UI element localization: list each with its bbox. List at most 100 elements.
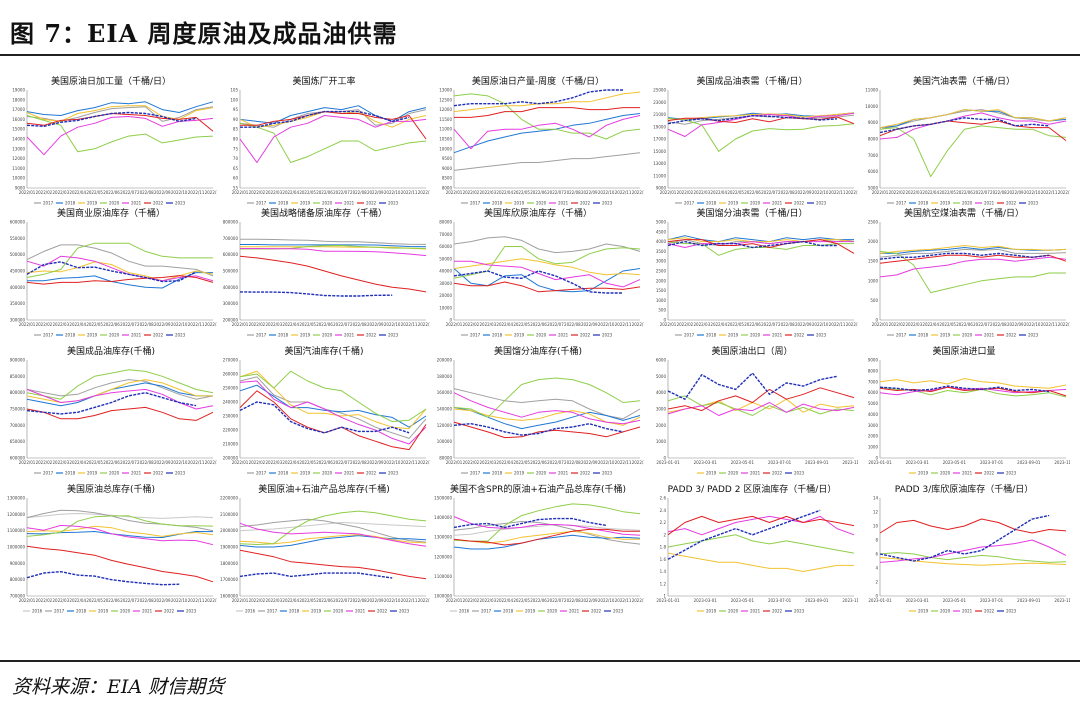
y-tick-label: 1500	[868, 259, 879, 264]
x-tick-label: 2022/01	[660, 190, 677, 195]
x-tick-label: 2022/03	[266, 460, 283, 465]
legend-label: 2020	[333, 609, 344, 614]
chart-panel-p3: 美国原油日产量-周度（千桶/日） 8000 8500 9000 9500 10000 105…	[432, 74, 644, 210]
x-tick-label: 2022/01	[660, 322, 677, 327]
y-tick-label: 14	[873, 496, 879, 501]
series-line-2018	[239, 384, 427, 428]
y-tick-label: 200000	[223, 318, 239, 323]
series-line-2022	[667, 116, 855, 125]
x-tick-label: 2022/07	[547, 460, 564, 465]
y-tick-label: 750000	[10, 407, 26, 412]
x-tick-label: 2022/12	[205, 322, 217, 327]
x-tick-label: 2022/04	[496, 598, 513, 603]
x-tick-label: 2022/01	[232, 460, 249, 465]
y-tick-label: 1000000	[7, 545, 25, 550]
x-tick-label: 2022/08	[137, 322, 154, 327]
x-tick-label: 2022/06	[530, 598, 547, 603]
y-tick-label: 23000	[653, 100, 666, 105]
x-tick-label: 2023-03-01	[694, 598, 718, 603]
chart-title: 美国成品油库存(千桶)	[67, 345, 155, 357]
chart-title: 美国原油日加工量（千桶/日）	[51, 75, 171, 87]
x-tick-label: 2022/09	[581, 598, 598, 603]
y-tick-label: 1300000	[7, 496, 25, 501]
series-line-2022	[239, 255, 427, 293]
x-tick-label: 2022/11	[188, 460, 205, 465]
x-tick-label: 2022/10	[171, 598, 188, 603]
series-line-2023	[667, 240, 838, 249]
x-tick-label: 2022/12	[632, 190, 644, 195]
x-tick-label: 2022/07	[761, 322, 778, 327]
series-line-2018	[27, 272, 213, 289]
y-tick-label: 1700000	[220, 577, 238, 582]
y-tick-label: 13000	[653, 161, 666, 166]
series-line-2016	[453, 524, 641, 536]
series-line-2021	[239, 380, 427, 445]
series-line-2022	[453, 528, 640, 546]
x-tick-label: 2022/06	[530, 322, 547, 327]
x-tick-label: 2023-07-01	[768, 460, 792, 465]
x-tick-label: 2022/09	[154, 322, 171, 327]
series-line-2019	[453, 91, 641, 113]
chart-panel-p5: 美国汽油表需（千桶/日） 5000 6000 7000 8000 9000 10000 110…	[858, 74, 1070, 210]
legend-label: 2020	[322, 201, 333, 206]
series-line-2023	[453, 89, 624, 107]
x-tick-label: 2022/09	[1007, 190, 1024, 195]
x-tick-label: 2022/03	[694, 190, 711, 195]
legend-label: 2020	[728, 609, 739, 614]
series-line-2017	[240, 238, 427, 245]
legend-label: 2020	[940, 471, 951, 476]
y-tick-label: 500000	[10, 252, 26, 257]
x-tick-label: 2022/05	[513, 322, 530, 327]
legend-label: 2022	[153, 333, 164, 338]
legend-label: 2022	[794, 201, 805, 206]
x-tick-label: 2022/12	[1058, 190, 1070, 195]
legend-label: 2023	[175, 201, 186, 206]
series-line-2019	[26, 525, 214, 537]
x-tick-label: 2022/02	[36, 190, 53, 195]
y-tick-label: 800000	[10, 390, 26, 395]
x-tick-label: 2022/06	[316, 460, 333, 465]
legend-label: 2020	[962, 333, 973, 338]
series-line-2023	[879, 514, 1050, 562]
x-tick-label: 2022/04	[69, 322, 86, 327]
legend-label: 2022	[164, 609, 175, 614]
series-line-2022	[239, 390, 427, 451]
chart-title: PADD 3/库欣原油库存（千桶/日）	[895, 483, 1034, 495]
series-line-2017	[453, 152, 641, 171]
x-tick-label: 2022/09	[367, 190, 384, 195]
x-tick-label: 2022/06	[103, 598, 120, 603]
legend-label: 2018	[278, 471, 289, 476]
chart-p4: 美国成品油表需（千桶/日） 9000 11000 13000 15000 17000 190…	[653, 75, 858, 206]
chart-panel-p6: 美国商业原油库存（千桶） 300000 350000 400000 450000 5000…	[5, 206, 217, 342]
y-tick-label: 550000	[10, 236, 26, 241]
x-tick-label: 2022/07	[547, 322, 564, 327]
x-tick-label: 2022/04	[496, 190, 513, 195]
chart-p16: 美国原油总库存(千桶) 700000 800000 900000 1000000 1100…	[7, 483, 217, 614]
x-tick-label: 2022/12	[205, 190, 217, 195]
x-tick-label: 2022/08	[350, 322, 367, 327]
legend-label: 2022	[772, 471, 783, 476]
y-tick-label: 70	[233, 156, 239, 161]
x-tick-label: 2022/10	[384, 598, 401, 603]
x-tick-label: 2022/03	[53, 322, 70, 327]
x-tick-label: 2022/12	[418, 598, 430, 603]
x-tick-label: 2022/11	[401, 190, 418, 195]
legend-label: 2018	[278, 333, 289, 338]
legend-label: 2019	[706, 471, 717, 476]
y-tick-label: 900000	[10, 561, 26, 566]
chart-panel-p7: 美国战略储备原油库存（千桶） 200000 300000 400000 500000 60…	[218, 206, 430, 342]
chart-panel-p18: 美国不含SPR的原油+石油产品总库存(千桶) 1000000 1100000 1200…	[432, 482, 644, 618]
y-tick-label: 4000	[868, 412, 879, 417]
x-tick-label: 2022/03	[480, 322, 497, 327]
legend-label: 2017	[267, 609, 278, 614]
chart-panel-p4: 美国成品油表需（千桶/日） 9000 11000 13000 15000 17000 190…	[646, 74, 858, 210]
x-tick-label: 2022/09	[795, 322, 812, 327]
x-tick-label: 2022/03	[480, 460, 497, 465]
y-tick-label: 8000	[868, 137, 879, 142]
y-tick-label: 2000	[656, 423, 667, 428]
x-tick-label: 2022/02	[249, 322, 266, 327]
x-tick-label: 2022/05	[727, 190, 744, 195]
series-line-2018	[880, 247, 1067, 254]
y-tick-label: 240000	[223, 400, 239, 405]
x-tick-label: 2022/10	[812, 190, 829, 195]
